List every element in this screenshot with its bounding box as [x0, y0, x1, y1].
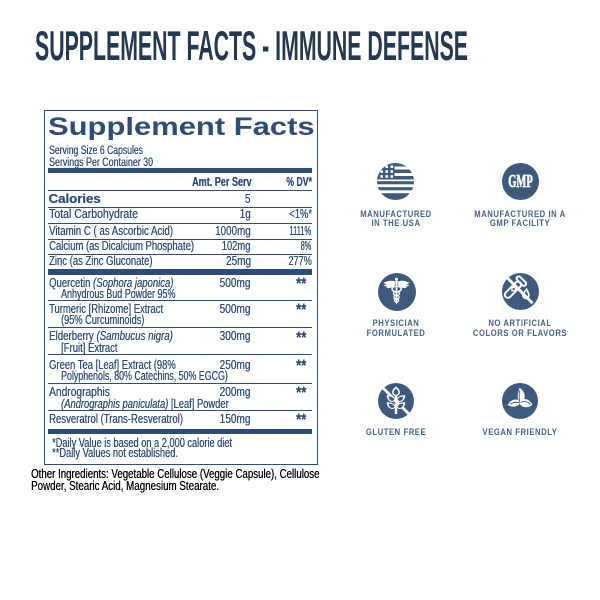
svg-text:GMP: GMP	[508, 171, 533, 191]
